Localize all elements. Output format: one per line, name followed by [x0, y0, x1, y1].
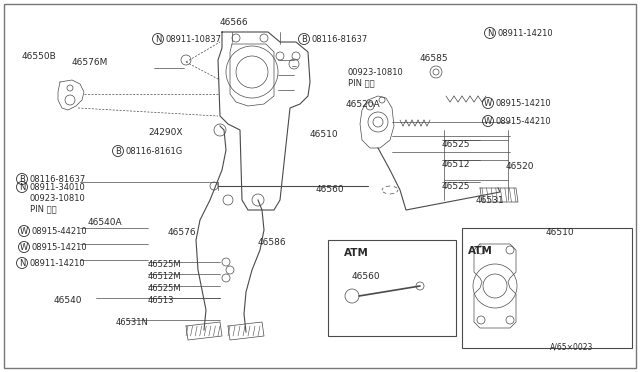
- Text: N: N: [19, 183, 25, 192]
- Text: 24290X: 24290X: [148, 128, 182, 137]
- Text: 46525M: 46525M: [148, 284, 182, 293]
- Text: 46525M: 46525M: [148, 260, 182, 269]
- Text: 46540: 46540: [54, 296, 83, 305]
- Bar: [328, 240, 456, 336]
- Text: W: W: [20, 243, 28, 251]
- Text: 46540A: 46540A: [88, 218, 123, 227]
- Text: 46560: 46560: [352, 272, 381, 281]
- Text: 08116-81637: 08116-81637: [30, 174, 86, 183]
- Text: 08915-44210: 08915-44210: [32, 227, 88, 235]
- Text: 46510: 46510: [310, 130, 339, 139]
- Text: 46512M: 46512M: [148, 272, 182, 281]
- Text: B: B: [301, 35, 307, 44]
- Text: 46566: 46566: [220, 18, 248, 27]
- Text: ATM: ATM: [468, 246, 493, 256]
- Text: 08915-44210: 08915-44210: [496, 116, 552, 125]
- Text: 08911-34010: 08911-34010: [30, 183, 86, 192]
- Text: N: N: [155, 35, 161, 44]
- Text: W: W: [484, 116, 492, 125]
- Text: PIN ピン: PIN ピン: [348, 78, 374, 87]
- Text: 46520: 46520: [506, 162, 534, 171]
- Text: 46531: 46531: [476, 196, 504, 205]
- Text: 46520A: 46520A: [346, 100, 381, 109]
- Text: PIN ピン: PIN ピン: [30, 204, 56, 213]
- Text: W: W: [20, 227, 28, 235]
- Text: 46576: 46576: [168, 228, 196, 237]
- Text: 46586: 46586: [258, 238, 287, 247]
- Text: 46513: 46513: [148, 296, 175, 305]
- Text: 08116-8161G: 08116-8161G: [126, 147, 183, 155]
- Text: 00923-10810: 00923-10810: [30, 194, 86, 203]
- Text: N: N: [487, 29, 493, 38]
- Text: 08915-14210: 08915-14210: [32, 243, 88, 251]
- Text: 00923-10810: 00923-10810: [348, 68, 404, 77]
- Text: 08915-14210: 08915-14210: [496, 99, 552, 108]
- Text: B: B: [115, 147, 121, 155]
- Text: ATM: ATM: [344, 248, 369, 258]
- Text: A/65×0023: A/65×0023: [550, 342, 593, 351]
- Text: 08911-10837: 08911-10837: [166, 35, 222, 44]
- Text: W: W: [484, 99, 492, 108]
- Text: 08911-14210: 08911-14210: [30, 259, 86, 267]
- Text: 46525: 46525: [442, 140, 470, 149]
- Text: N: N: [19, 259, 25, 267]
- Text: 08116-81637: 08116-81637: [312, 35, 368, 44]
- Bar: [462, 228, 632, 348]
- Text: 46560: 46560: [316, 185, 344, 194]
- Text: 08911-14210: 08911-14210: [498, 29, 554, 38]
- Text: 46576M: 46576M: [72, 58, 108, 67]
- Text: 46585: 46585: [420, 54, 449, 63]
- Text: 46550B: 46550B: [22, 52, 57, 61]
- Text: 46525: 46525: [442, 182, 470, 191]
- Text: 46510: 46510: [546, 228, 575, 237]
- Text: 46531N: 46531N: [116, 318, 149, 327]
- Text: 46512: 46512: [442, 160, 470, 169]
- Text: B: B: [19, 174, 25, 183]
